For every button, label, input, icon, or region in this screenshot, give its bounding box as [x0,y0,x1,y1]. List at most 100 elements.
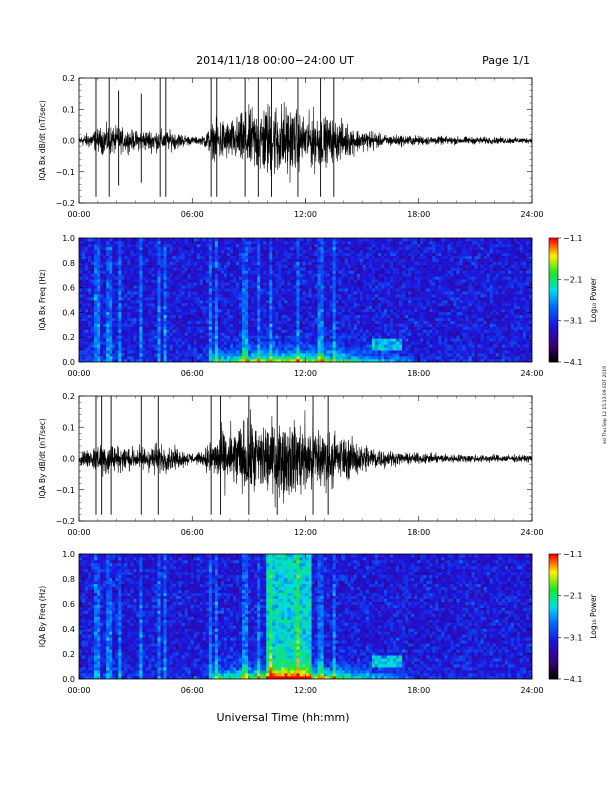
x-axis-label: Universal Time (hh:mm) [217,711,350,724]
spectrogram-cell [100,350,104,354]
spectrogram-cell [296,261,300,265]
spectrogram-cell [302,288,306,292]
spectrogram-cell [384,311,388,316]
spectrogram-cell [290,264,294,268]
spectrogram-cell [266,305,270,310]
spectrogram-cell [163,270,167,274]
spectrogram-cell [356,300,361,304]
spectrogram-cell [359,353,364,357]
spectrogram-cell [251,347,255,351]
spectrogram-cell [266,311,270,316]
spectrogram-cell [290,341,294,345]
spectrogram-cell [335,308,340,313]
spectrogram-cell [284,317,288,321]
spectrogram-cell [88,261,92,265]
spectrogram-cell [145,308,149,313]
spectrogram-cell [420,294,424,298]
spectrogram-cell [320,359,324,362]
spectrogram-cell [278,302,282,307]
spectrogram-cell [287,317,291,321]
spectrogram-cell [187,270,192,274]
spectrogram-cell [414,341,418,345]
spectrogram-cell [79,323,83,327]
spectrogram-cell [423,246,427,251]
spectrogram-cell [323,288,327,292]
spectrogram-cell [118,359,122,362]
spectrogram-cell [371,252,376,257]
spectrogram-cell [293,288,297,292]
spectrogram-cell [302,356,306,360]
spectrogram-cell [217,350,222,354]
spectrogram-cell [377,317,382,321]
spectrogram-cell [148,341,152,345]
spectrogram-cell [402,246,406,251]
spectrogram-cell [106,311,110,316]
spectrogram-cell [257,276,261,280]
spectrogram-cell [127,323,131,327]
spectrogram-cell [344,326,349,330]
spectrogram-cell [223,258,228,262]
spectrogram-cell [402,261,406,265]
spectrogram-cell [335,240,340,245]
spectrogram-cell [205,276,210,280]
spectrogram-cell [94,314,98,319]
spectrogram-cell [414,282,418,286]
spectrogram-cell [187,338,192,342]
spectrogram-cell [239,300,243,304]
spectrogram-cell [314,285,318,289]
spectrogram-cell [347,329,352,333]
spectrogram-cell [205,311,210,316]
spectrogram-cell [362,252,367,257]
spectrogram-cell [317,267,321,271]
spectrogram-cell [420,297,424,301]
spectrogram-cell [214,350,219,354]
spectrogram-cell [332,320,336,324]
spectrogram-cell [384,323,388,327]
spectrogram-cell [100,238,104,242]
spectrogram-cell [205,279,210,283]
spectrogram-cell [187,323,192,327]
spectrogram-cell [196,267,201,271]
spectrogram-cell [353,255,358,259]
spectrogram-cell [320,267,324,271]
spectrogram-cell [242,341,246,345]
spectrogram-cell [278,240,282,245]
spectrogram-cell [359,249,364,254]
spectrogram-cell [368,240,373,245]
spectrogram-cell [350,344,355,348]
spectrogram-cell [181,353,185,357]
spectrogram-cell [230,308,234,313]
spectrogram-cell [202,317,207,321]
spectrogram-cell [302,329,306,333]
spectrogram-cell [82,329,86,333]
spectrogram-cell [326,291,330,295]
spectrogram-cell [127,317,131,321]
spectrogram-cell [371,320,376,324]
spectrogram-cell [269,249,273,254]
spectrogram-cell [103,329,107,333]
spectrogram-cell [317,323,321,327]
spectrogram-cell [181,252,185,257]
spectrogram-cell [233,335,237,339]
spectrogram-cell [97,258,101,262]
spectrogram-cell [347,317,352,321]
spectrogram-cell [393,326,397,330]
spectrogram-cell [85,294,89,298]
spectrogram-cell [248,261,252,265]
spectrogram-cell [242,243,246,248]
spectrogram-cell [411,261,415,265]
spectrogram-cell [326,258,330,262]
spectrogram-cell [100,308,104,313]
spectrogram-cell [290,353,294,357]
spectrogram-cell [323,249,327,254]
spectrogram-cell [79,258,83,262]
spectrogram-cell [172,311,176,316]
spectrogram-cell [163,246,167,251]
spectrogram-cell [269,282,273,286]
spectrogram-cell [151,238,155,242]
spectrogram-cell [326,255,330,259]
spectrogram-cell [287,314,291,319]
spectrogram-cell [242,311,246,316]
spectrogram-cell [414,356,418,360]
spectrogram-cell [202,282,207,286]
